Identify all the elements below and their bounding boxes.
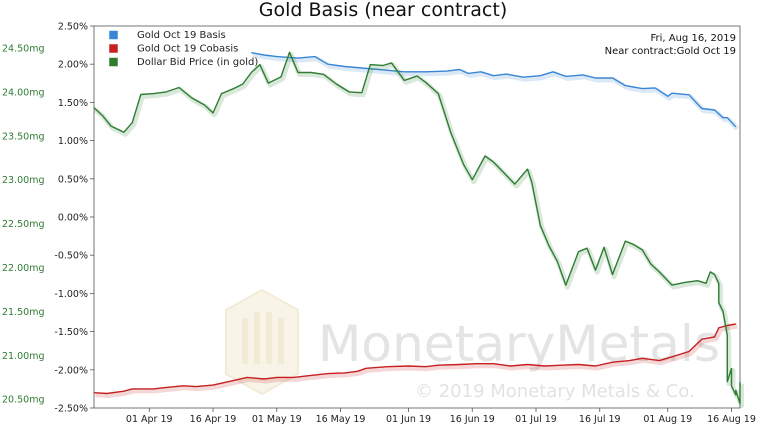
axes: 2.50% 2.00% 1.50% 1.00% 0.50% 0.00% -0.50% -1.0… [2,22,756,425]
y-left-tick-label: -2.50% [54,404,88,415]
y-right-tick-label: 22.00mg [2,263,44,274]
y-left-tick-label: 0.00% [58,213,88,224]
watermark-text: MonetaryMetals [318,315,720,373]
x-tick-label: 01 Aug 19 [643,414,692,425]
series-layer [93,51,744,409]
y-left-tick-label: 1.00% [58,136,88,147]
x-tick-label: 16 May 19 [316,414,366,425]
series-line-gold-oct-19-basis [251,52,737,128]
x-tick-label: 16 Aug 19 [707,414,756,425]
x-tick-label: 16 Jun 19 [450,414,495,425]
y-right-tick-label: 21.50mg [2,307,44,318]
series-shadow [95,323,738,398]
y-left-tick-label: -1.50% [54,327,88,338]
x-tick-label: 01 Jul 19 [515,414,557,425]
y-left-tick-label: -1.00% [54,289,88,300]
y-right-tick-label: 24.00mg [2,87,44,98]
watermark: MonetaryMetals © 2019 Monetary Metals & … [225,288,720,402]
y-right-tick-label: 23.00mg [2,175,44,186]
info-contract: Near contract:Gold Oct 19 [605,46,736,57]
y-right-tick-label: 22.50mg [2,219,44,230]
x-tick-label: 16 Jul 19 [579,414,621,425]
y-left-tick-label: 2.50% [58,22,88,33]
legend: Gold Oct 19 Basis Gold Oct 19 Cobasis Doll… [108,30,258,68]
y-left-tick-label: 1.50% [58,98,88,109]
y-right-tick-label: 24.50mg [2,43,44,54]
chart-title: Gold Basis (near contract) [259,0,507,21]
x-tick-label: 01 Apr 19 [126,414,173,425]
y-left-tick-label: 2.00% [58,60,88,71]
legend-label: Gold Oct 19 Basis [137,30,226,41]
legend-label: Dollar Bid Price (in gold) [137,57,258,68]
x-tick-label: 01 Jun 19 [386,414,431,425]
y-left-tick-label: -0.50% [54,251,88,262]
y-right-tick-label: 21.00mg [2,351,44,362]
x-tick-label: 01 May 19 [252,414,302,425]
legend-swatch [108,57,119,67]
y-left-tick-label: -2.00% [54,365,88,376]
y-left-tick-label: 0.50% [58,174,88,185]
series-line-dollar-bid-price-in-gold [93,51,741,405]
legend-swatch [108,43,119,54]
watermark-logo-icon [225,288,299,396]
watermark-copyright: © 2019 Monetary Metals & Co. [415,381,695,402]
legend-swatch [108,30,119,40]
series-shadow [93,51,744,409]
legend-label: Gold Oct 19 Cobasis [137,44,238,55]
y-right-tick-label: 20.50mg [2,395,44,406]
series-shadow [252,52,740,131]
info-date: Fri, Aug 16, 2019 [650,33,736,44]
series-line-gold-oct-19-cobasis [93,323,736,395]
x-tick-label: 16 Apr 19 [190,414,237,425]
y-right-tick-label: 23.50mg [2,131,44,142]
